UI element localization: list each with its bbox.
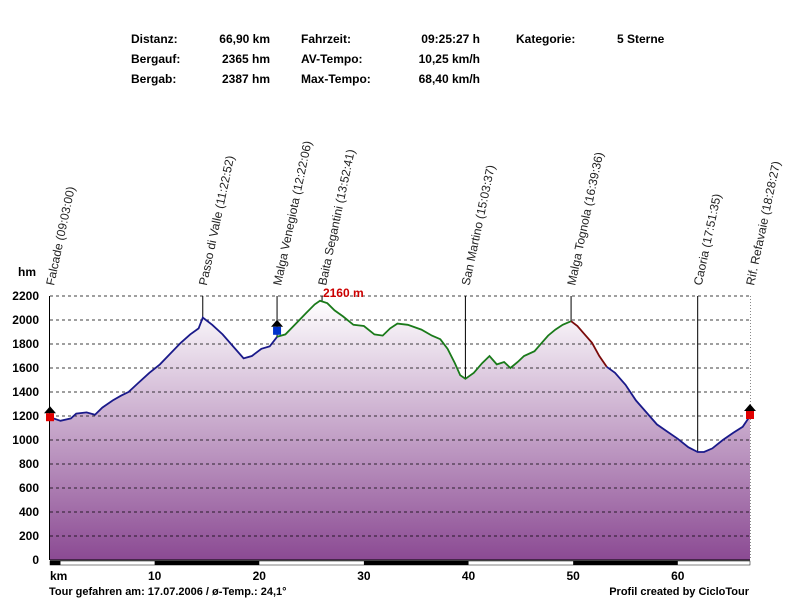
distanz-value: 66,90 km — [219, 32, 270, 46]
x-tick-label: 40 — [462, 569, 476, 583]
y-tick-label: 1600 — [12, 361, 39, 375]
bergab-value: 2387 hm — [221, 72, 270, 86]
av-tempo-value: 10,25 km/h — [418, 52, 480, 66]
distanz-label: Distanz: — [131, 32, 178, 46]
y-tick-label: 400 — [19, 505, 39, 519]
profile-area-fill — [50, 300, 750, 560]
y-tick-label: 200 — [19, 529, 39, 543]
y-tick-label: 1000 — [12, 433, 39, 447]
fahrzeit-label: Fahrzeit: — [301, 32, 352, 46]
kategorie-value: 5 Sterne — [617, 32, 665, 46]
intermediate-marker-arrow — [271, 319, 284, 327]
x-tick-label: 60 — [671, 569, 685, 583]
fahrzeit-value: 09:25:27 h — [421, 32, 480, 46]
max-tempo-value: 68,40 km/h — [418, 72, 480, 86]
waypoint-label: San Martino (15:03:37) — [459, 164, 498, 287]
y-tick-label: 1400 — [12, 385, 39, 399]
y-tick-label: 800 — [19, 457, 39, 471]
waypoint-label: Caoria (17:51:35) — [691, 192, 724, 286]
bergab-label: Bergab: — [131, 72, 177, 86]
profile-line-segment-3 — [570, 320, 608, 368]
end-marker-arrow — [744, 404, 756, 411]
y-tick-label: 1800 — [12, 337, 39, 351]
waypoint-label: Malga Tognola (16:39:36) — [564, 151, 606, 287]
profile-line-segment-4 — [606, 366, 751, 453]
av-tempo-label: AV-Tempo: — [301, 52, 363, 66]
bergauf-label: Bergauf: — [131, 52, 181, 66]
y-tick-label: 1200 — [12, 409, 39, 423]
x-axis-band-segment — [154, 561, 260, 565]
profile-line-segment-2 — [276, 299, 572, 380]
intermediate-marker-square — [273, 326, 282, 335]
y-tick-label: 600 — [19, 481, 39, 495]
footer-tour-info: Tour gefahren am: 17.07.2006 / ø-Temp.: … — [49, 586, 287, 598]
y-tick-label: 2000 — [12, 313, 39, 327]
bergauf-value: 2365 hm — [221, 52, 270, 66]
x-axis-band-segment — [573, 561, 678, 565]
y-tick-label: 0 — [32, 553, 39, 567]
x-tick-label: 50 — [566, 569, 580, 583]
y-axis-label: hm — [18, 265, 36, 279]
max-elevation-label: 2160 m — [323, 286, 364, 300]
waypoint-label: Falcade (09:03:00) — [43, 185, 78, 286]
start-marker-square — [46, 413, 54, 422]
start-marker-arrow — [44, 406, 56, 414]
profile-line-segment-1 — [49, 316, 278, 422]
waypoint-label: Malga Venegiota (12:22:06) — [270, 139, 314, 286]
footer-credit: Profil created by CicloTour — [609, 586, 749, 598]
max-tempo-label: Max-Tempo: — [301, 72, 371, 86]
x-tick-label: 30 — [357, 569, 371, 583]
x-axis-band-start — [50, 561, 61, 565]
x-tick-label: 20 — [253, 569, 267, 583]
end-marker-square — [746, 411, 754, 419]
waypoint-label: Passo di Valle (11:22:52) — [196, 154, 237, 286]
waypoint-label: Rif. Refavaie (18:28:27) — [743, 160, 783, 287]
x-axis-label: km — [50, 569, 67, 583]
kategorie-label: Kategorie: — [516, 32, 576, 46]
y-tick-label: 2200 — [12, 289, 39, 303]
x-axis-band-segment — [363, 561, 469, 565]
x-tick-label: 10 — [148, 569, 162, 583]
waypoint-label: Baita Segantini (13:52:41) — [315, 148, 358, 287]
